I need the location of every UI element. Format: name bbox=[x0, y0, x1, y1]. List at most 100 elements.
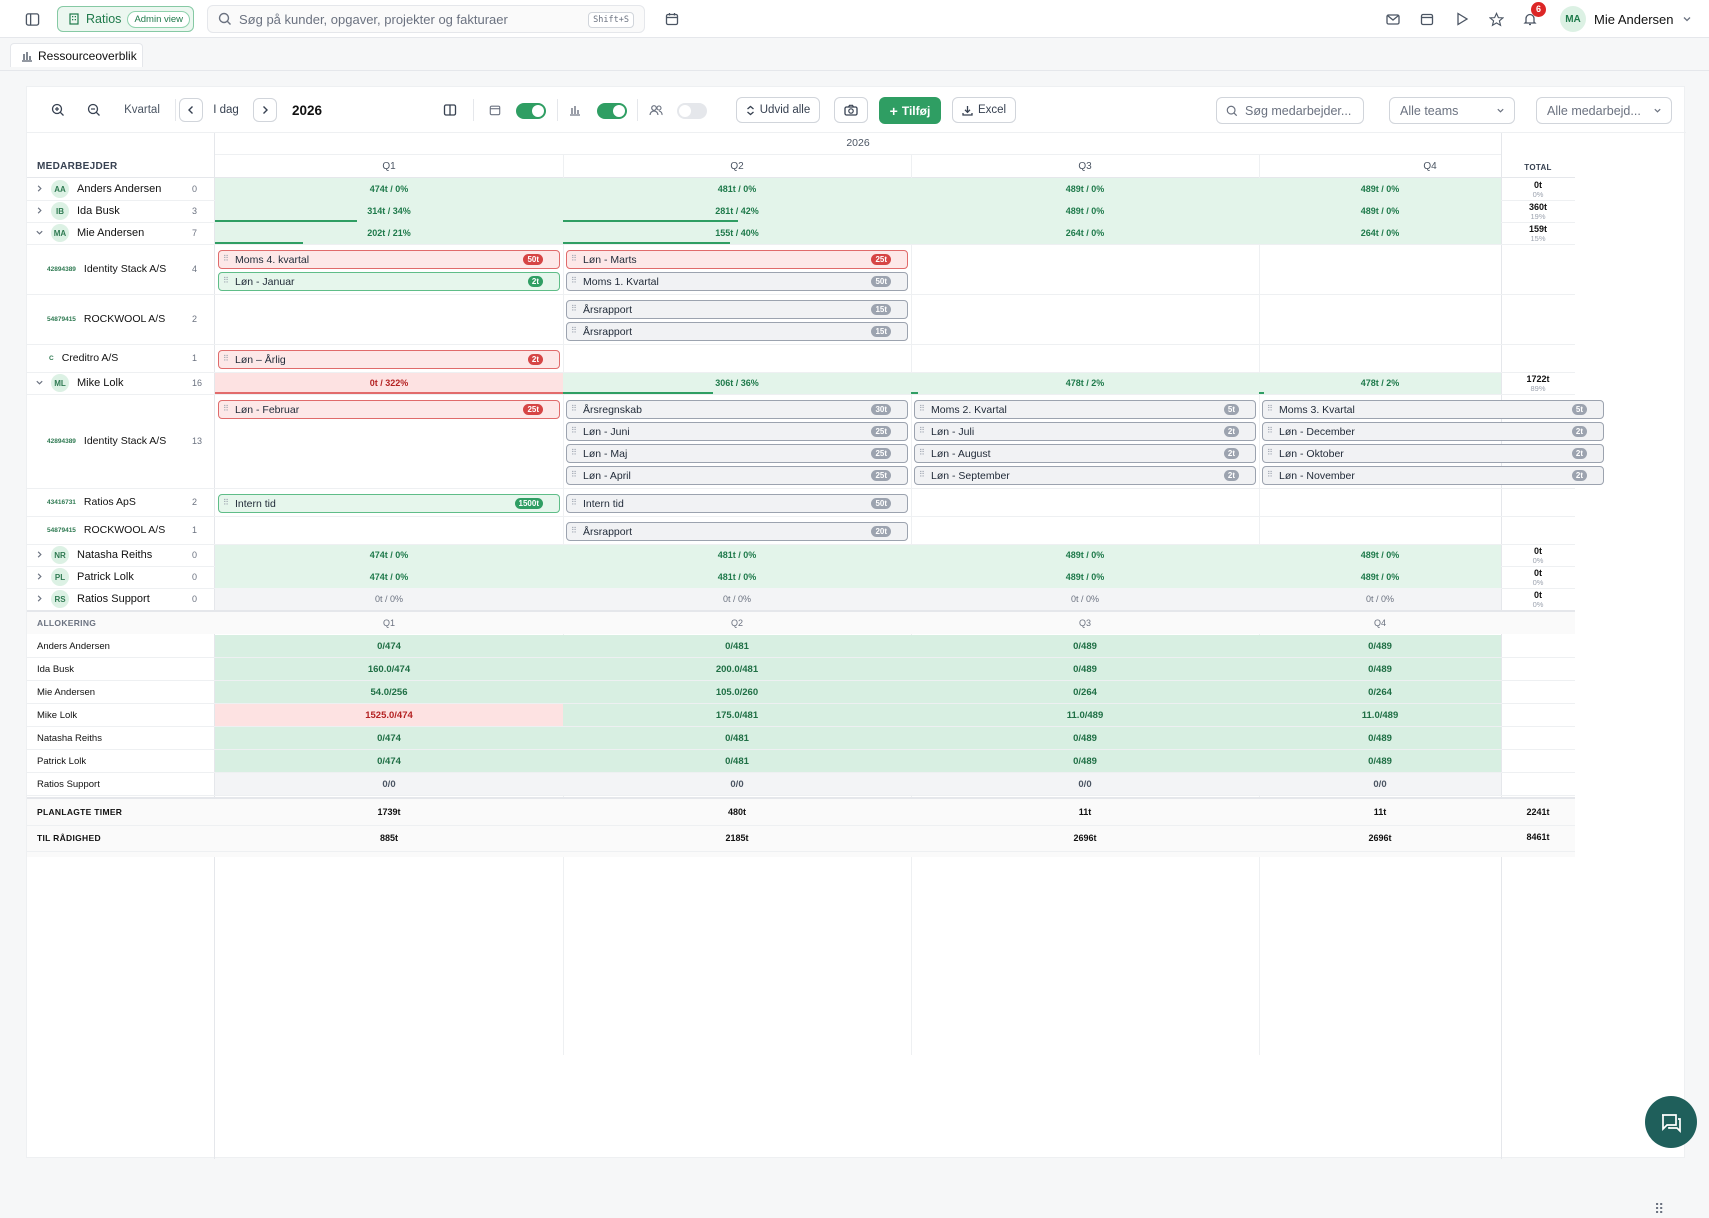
tab-ressourceoverblik[interactable]: Ressourceoverblik bbox=[10, 43, 143, 67]
sidebar-toggle-icon[interactable] bbox=[20, 7, 44, 31]
task-bar[interactable]: Årsrapport 20t bbox=[566, 522, 908, 541]
task-bar[interactable]: Løn - December 2t bbox=[1262, 422, 1604, 441]
task-bar[interactable]: Løn - Juni 25t bbox=[566, 422, 908, 441]
task-bar[interactable]: Løn - August 2t bbox=[914, 444, 1256, 463]
summary-bg bbox=[27, 799, 1575, 857]
divider bbox=[27, 344, 1575, 345]
employee-row[interactable]: RS Ratios Support bbox=[27, 588, 215, 610]
calendar-icon[interactable] bbox=[1415, 7, 1439, 31]
mail-icon[interactable] bbox=[1381, 7, 1405, 31]
task-bar[interactable]: Intern tid 50t bbox=[566, 494, 908, 513]
avatar: MA bbox=[1560, 6, 1586, 32]
team-select[interactable]: Alle teams bbox=[1389, 97, 1515, 124]
task-bar[interactable]: Moms 4. kvartal 50t bbox=[218, 250, 560, 269]
zoom-out-icon[interactable] bbox=[83, 97, 105, 123]
employee-row[interactable]: ML Mike Lolk bbox=[27, 372, 215, 394]
task-bar[interactable]: Løn - Maj 25t bbox=[566, 444, 908, 463]
divider bbox=[27, 825, 1575, 826]
client-name: Ratios ApS bbox=[83, 496, 136, 508]
employee-name: Mike Lolk bbox=[77, 377, 124, 389]
section-divider bbox=[27, 797, 1575, 799]
divider bbox=[27, 294, 1575, 295]
excel-export-button[interactable]: Excel bbox=[952, 97, 1016, 123]
zoom-in-icon[interactable] bbox=[47, 97, 69, 123]
search-icon bbox=[218, 12, 232, 26]
task-bar[interactable]: Løn - November 2t bbox=[1262, 466, 1604, 485]
users-icon bbox=[647, 97, 665, 123]
task-hours-badge: 2t bbox=[1571, 470, 1587, 481]
next-period-button[interactable] bbox=[253, 98, 277, 122]
capacity-cell-bg bbox=[215, 544, 563, 566]
chart-toggle[interactable] bbox=[597, 103, 627, 119]
allocation-employee-name: Anders Andersen bbox=[37, 641, 110, 652]
employee-row[interactable]: MA Mie Andersen bbox=[27, 222, 215, 244]
capacity-cell-bg bbox=[563, 372, 911, 394]
task-bar[interactable]: Årsregnskab 30t bbox=[566, 400, 908, 419]
task-count: 1 bbox=[192, 353, 198, 363]
team-toggle[interactable] bbox=[677, 103, 707, 119]
client-row[interactable]: 42894389 Identity Stack A/S bbox=[27, 394, 215, 488]
task-bar[interactable]: Løn - Marts 25t bbox=[566, 250, 908, 269]
task-bar[interactable]: Moms 1. Kvartal 50t bbox=[566, 272, 908, 291]
global-search-input[interactable]: Søg på kunder, opgaver, projekter og fak… bbox=[207, 5, 645, 33]
bell-icon[interactable] bbox=[1518, 7, 1542, 31]
today-button[interactable]: I dag bbox=[213, 104, 239, 116]
expand-all-button[interactable]: Udvid alle bbox=[736, 97, 820, 123]
task-hours-badge: 5t bbox=[1223, 404, 1239, 415]
task-bar[interactable]: Intern tid 1500t bbox=[218, 494, 560, 513]
previous-period-button[interactable] bbox=[179, 98, 203, 122]
camera-icon[interactable] bbox=[834, 97, 868, 123]
client-row[interactable]: 43416731 Ratios ApS bbox=[27, 488, 215, 516]
calendar-icon[interactable] bbox=[660, 7, 684, 31]
calendar-toggle[interactable] bbox=[516, 103, 546, 119]
chevron-right-icon[interactable] bbox=[35, 206, 44, 215]
columns-icon[interactable] bbox=[439, 97, 461, 123]
task-bar[interactable]: Løn - Januar 2t bbox=[218, 272, 560, 291]
task-label: Løn - December bbox=[1279, 425, 1355, 438]
task-count: 0 bbox=[192, 184, 198, 194]
task-bar[interactable]: Løn – Årlig 2t bbox=[218, 350, 560, 369]
add-button[interactable]: + Tilføj bbox=[879, 97, 941, 124]
client-row[interactable]: C Creditro A/S bbox=[27, 344, 215, 372]
chevron-down-icon[interactable] bbox=[35, 378, 44, 387]
planned-hours-label: PLANLAGTE TIMER bbox=[37, 807, 123, 817]
search-icon bbox=[1226, 105, 1238, 117]
employee-row[interactable]: PL Patrick Lolk bbox=[27, 566, 215, 588]
task-bar[interactable]: Moms 2. Kvartal 5t bbox=[914, 400, 1256, 419]
period-select[interactable]: Kvartal bbox=[124, 104, 160, 116]
chevron-right-icon[interactable] bbox=[35, 184, 44, 193]
chat-button[interactable] bbox=[1645, 1096, 1697, 1148]
play-icon[interactable] bbox=[1450, 7, 1474, 31]
chevron-right-icon[interactable] bbox=[35, 594, 44, 603]
employee-row[interactable]: AA Anders Andersen bbox=[27, 178, 215, 200]
chevron-right-icon[interactable] bbox=[35, 550, 44, 559]
task-bar[interactable]: Løn - Juli 2t bbox=[914, 422, 1256, 441]
task-hours-badge: 30t bbox=[871, 404, 891, 415]
star-icon[interactable] bbox=[1484, 7, 1508, 31]
client-row[interactable]: 54879415 ROCKWOOL A/S bbox=[27, 516, 215, 544]
divider bbox=[215, 154, 1501, 155]
task-bar[interactable]: Løn - Februar 25t bbox=[218, 400, 560, 419]
total-hours: 0t bbox=[1533, 568, 1542, 578]
task-bar[interactable]: Årsrapport 15t bbox=[566, 300, 908, 319]
employee-row[interactable]: NR Natasha Reiths bbox=[27, 544, 215, 566]
task-bar[interactable]: Årsrapport 15t bbox=[566, 322, 908, 341]
chevron-down-icon[interactable] bbox=[35, 228, 44, 237]
task-label: Løn - Februar bbox=[235, 403, 300, 416]
employee-row[interactable]: IB Ida Busk bbox=[27, 200, 215, 222]
client-row[interactable]: 42894389 Identity Stack A/S bbox=[27, 244, 215, 294]
capacity-cell: 202t / 21% bbox=[367, 228, 411, 238]
global-search-placeholder: Søg på kunder, opgaver, projekter og fak… bbox=[239, 11, 508, 27]
capacity-cell: 306t / 36% bbox=[715, 378, 759, 388]
task-bar[interactable]: Moms 3. Kvartal 5t bbox=[1262, 400, 1604, 419]
task-bar[interactable]: Løn - Oktober 2t bbox=[1262, 444, 1604, 463]
task-bar[interactable]: Løn - April 25t bbox=[566, 466, 908, 485]
task-bar[interactable]: Løn - September 2t bbox=[914, 466, 1256, 485]
client-row[interactable]: 54879415 ROCKWOOL A/S bbox=[27, 294, 215, 344]
app-switcher[interactable]: Ratios Admin view bbox=[57, 6, 194, 32]
user-menu[interactable]: MA Mie Andersen bbox=[1560, 5, 1692, 33]
employee-select[interactable]: Alle medarbejd... bbox=[1536, 97, 1672, 124]
employee-search-input[interactable]: Søg medarbejder... bbox=[1216, 97, 1364, 124]
chevron-right-icon[interactable] bbox=[35, 572, 44, 581]
drag-handle-icon[interactable]: ⠿ bbox=[1654, 1201, 1665, 1217]
